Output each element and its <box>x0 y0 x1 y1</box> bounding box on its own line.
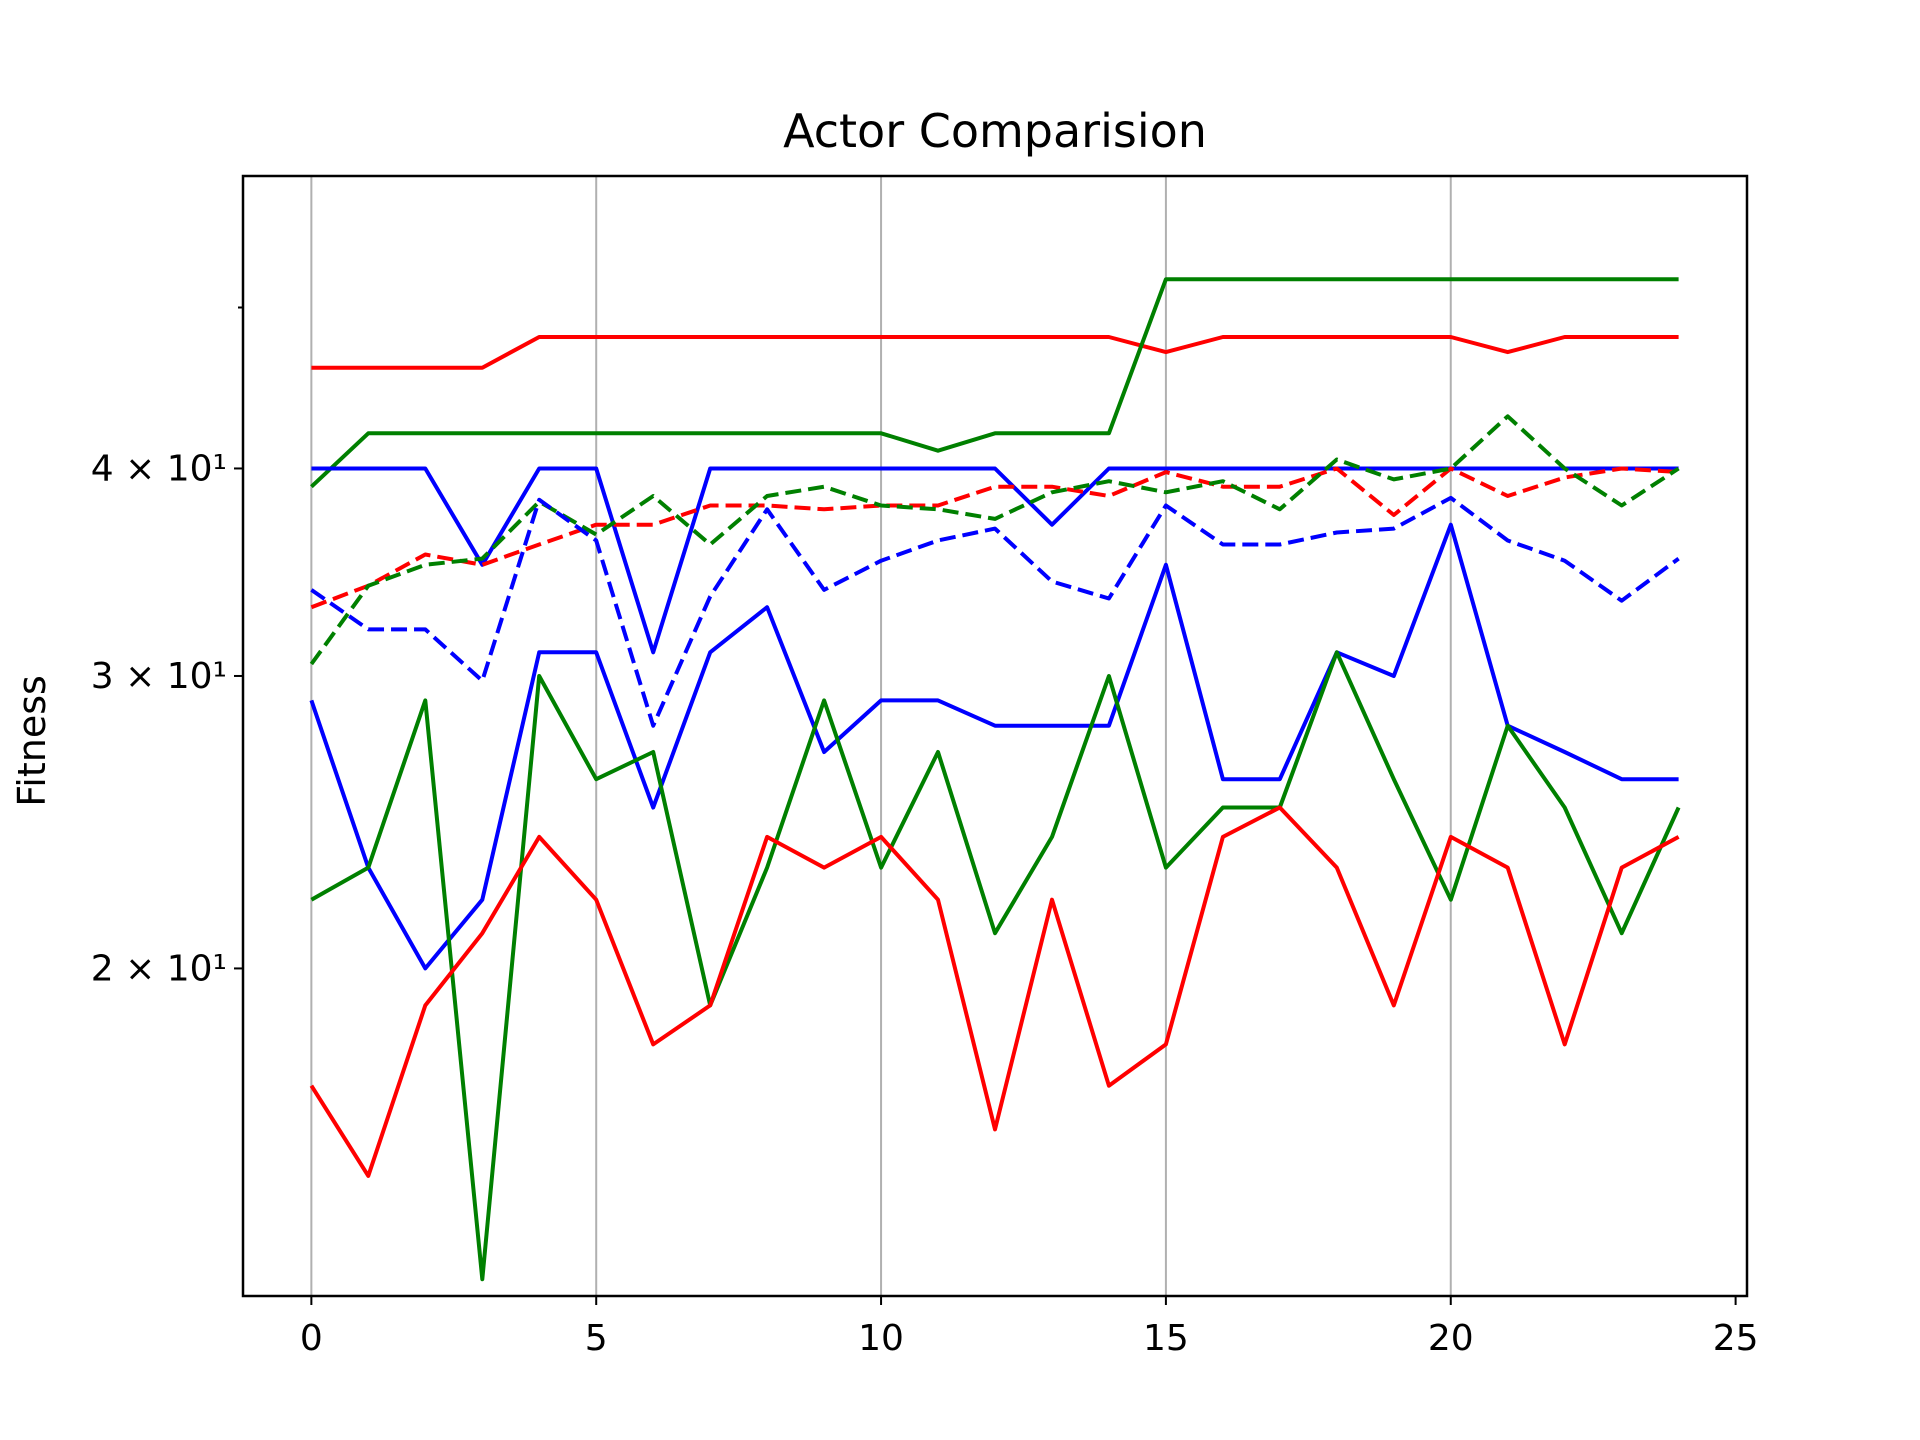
x-tick-label: 15 <box>1143 1318 1189 1359</box>
x-tick-label: 10 <box>858 1318 904 1359</box>
plot-frame <box>241 174 1749 1298</box>
series-line-9 <box>309 805 1680 1178</box>
series-lines <box>309 277 1681 1282</box>
series-line-6 <box>310 495 1680 728</box>
series-line-4 <box>310 466 1679 610</box>
y-axis-label: Fitness <box>10 675 54 807</box>
chart-title: Actor Comparision <box>783 104 1207 158</box>
grid <box>310 176 1452 1296</box>
x-tick-label: 5 <box>585 1318 608 1359</box>
axes-ticks: 0 5 10 15 20 25 2 × 10¹ 3 × 10¹ 4 × 10¹ <box>91 306 1759 1359</box>
series-line-5 <box>309 414 1680 666</box>
y-tick-label: 2 × 10¹ <box>91 948 227 989</box>
series-line-7 <box>309 522 1679 971</box>
series-line-8 <box>310 650 1681 1282</box>
series-line-1 <box>311 335 1679 370</box>
y-tick-label: 4 × 10¹ <box>91 448 227 489</box>
x-tick-label: 25 <box>1713 1318 1759 1359</box>
x-tick-label: 0 <box>300 1318 323 1359</box>
series-line-2 <box>310 277 1679 489</box>
x-tick-label: 20 <box>1428 1318 1474 1359</box>
series-line-3 <box>311 466 1679 655</box>
y-tick-label: 3 × 10¹ <box>91 656 227 697</box>
